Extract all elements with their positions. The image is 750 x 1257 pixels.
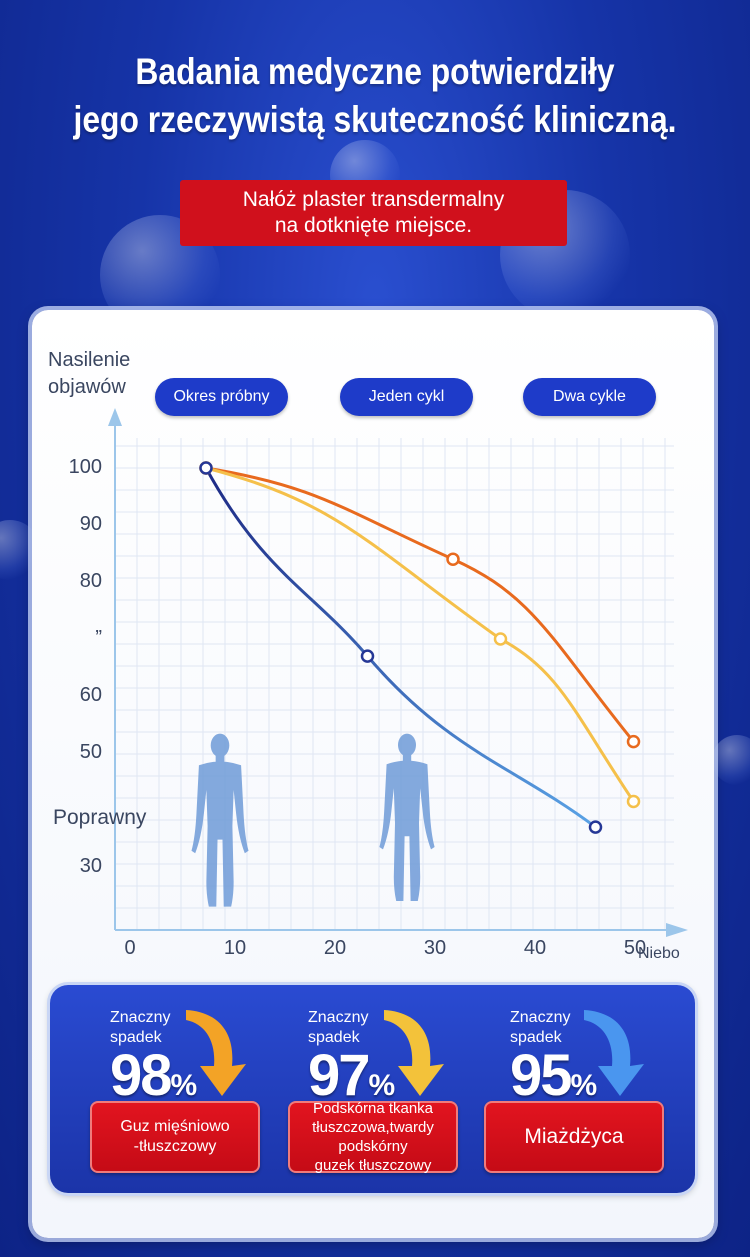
condition-badge-subcutaneous: Podskórna tkanka tłuszczowa,twardy podsk…: [288, 1100, 458, 1174]
x-axis-arrow-icon: [666, 923, 688, 937]
result-stat-3: Znaczny spadek 95%: [510, 1008, 690, 1108]
headline-line-2: jego rzeczywistą skuteczność kliniczną.: [73, 99, 677, 140]
result-label-line-1: Znaczny: [510, 1009, 571, 1026]
y-tick-label: 80: [79, 570, 102, 592]
phase-pill-trial: Okres próbny: [155, 378, 288, 416]
result-label: Znaczny spadek: [308, 1008, 368, 1048]
x-tick-label: 50: [623, 937, 647, 959]
y-tick-label: ”: [95, 627, 102, 649]
result-stat-1: Znaczny spadek 98%: [110, 1008, 290, 1108]
result-unit: %: [368, 1069, 396, 1102]
result-unit: %: [170, 1069, 198, 1102]
result-value: 98: [110, 1043, 172, 1108]
x-tick-label: 10: [223, 937, 247, 959]
figure-neck: [215, 755, 225, 763]
result-percent: 97%: [308, 1044, 395, 1118]
y-axis-extra-label: Poprawny: [53, 806, 147, 829]
instruction-line-2: na dotknięte miejsce.: [274, 214, 473, 237]
result-label-line-2: spadek: [510, 1029, 562, 1046]
result-label-line-2: spadek: [308, 1029, 360, 1046]
y-axis-title: Nasilenie objawów: [48, 347, 130, 401]
result-label: Znaczny spadek: [110, 1008, 170, 1048]
result-value: 95: [510, 1043, 572, 1108]
result-percent: 98%: [110, 1044, 197, 1118]
headline-line-1: Badania medyczne potwierdziły: [135, 51, 615, 92]
data-point: [626, 794, 641, 809]
series-line-2: [204, 466, 635, 803]
x-axis-title: Niebo: [638, 945, 680, 962]
figure-head: [210, 733, 230, 758]
figure-head: [398, 733, 416, 757]
y-tick-label: 60: [79, 684, 102, 706]
symptom-chart: [108, 408, 688, 937]
down-arrow-icon: [186, 1010, 246, 1096]
result-value: 97: [308, 1043, 370, 1108]
phase-pill-two-cycles: Dwa cykle: [523, 378, 656, 416]
condition-text: Miażdżyca: [524, 1125, 624, 1148]
condition-text: Podskórna tkanka tłuszczowa,twardy podsk…: [312, 1100, 434, 1174]
figure-body: [191, 761, 249, 907]
result-unit: %: [570, 1069, 598, 1102]
result-label: Znaczny spadek: [510, 1008, 570, 1048]
figure-body: [379, 760, 435, 901]
figure-neck: [402, 754, 412, 762]
human-silhouette-icon: [191, 733, 249, 907]
y-tick-label: 30: [79, 855, 102, 877]
result-percent: 95%: [510, 1044, 597, 1118]
data-point: [199, 461, 213, 475]
down-arrow-icon: [584, 1010, 644, 1096]
data-point: [626, 734, 641, 749]
x-tick-label: 40: [523, 937, 547, 959]
bg-bubble: [712, 735, 750, 785]
data-point: [446, 552, 460, 566]
x-tick-label: 0: [124, 937, 136, 959]
human-figures: [191, 733, 435, 907]
down-arrow-icon: [384, 1010, 444, 1096]
chart-points: [199, 461, 641, 834]
result-label-line-1: Znaczny: [110, 1009, 171, 1026]
human-silhouette-icon: [379, 733, 435, 901]
instruction-line-1: Nałóż plaster transdermalny: [242, 188, 505, 211]
condition-badge-lipoma: Guz mięśniowo -tłuszczowy: [90, 1101, 260, 1173]
phase-pill-one-cycle: Jeden cykl: [340, 378, 473, 416]
x-tick-label: 30: [423, 937, 447, 959]
x-tick-label: 20: [323, 937, 347, 959]
y-tick-label: 100: [68, 456, 102, 478]
data-point: [588, 820, 603, 834]
result-label-line-2: spadek: [110, 1029, 162, 1046]
y-axis-title-line-1: Nasilenie: [48, 349, 131, 371]
data-point: [360, 649, 375, 663]
data-point: [493, 632, 508, 646]
condition-text: Guz mięśniowo -tłuszczowy: [120, 1118, 230, 1155]
y-tick-label: 90: [79, 513, 102, 535]
y-axis-title-line-2: objawów: [48, 376, 126, 398]
condition-badge-atherosclerosis: Miażdżyca: [484, 1101, 664, 1173]
y-tick-label: 50: [79, 741, 102, 763]
instruction-box: Nałóż plaster transdermalny na dotknięte…: [180, 180, 567, 246]
chart-axes: [108, 408, 688, 937]
result-label-line-1: Znaczny: [308, 1009, 369, 1026]
y-axis-arrow-icon: [108, 408, 122, 426]
result-stat-2: Znaczny spadek 97%: [308, 1008, 488, 1108]
headline: Badania medyczne potwierdziły jego rzecz…: [53, 48, 698, 144]
